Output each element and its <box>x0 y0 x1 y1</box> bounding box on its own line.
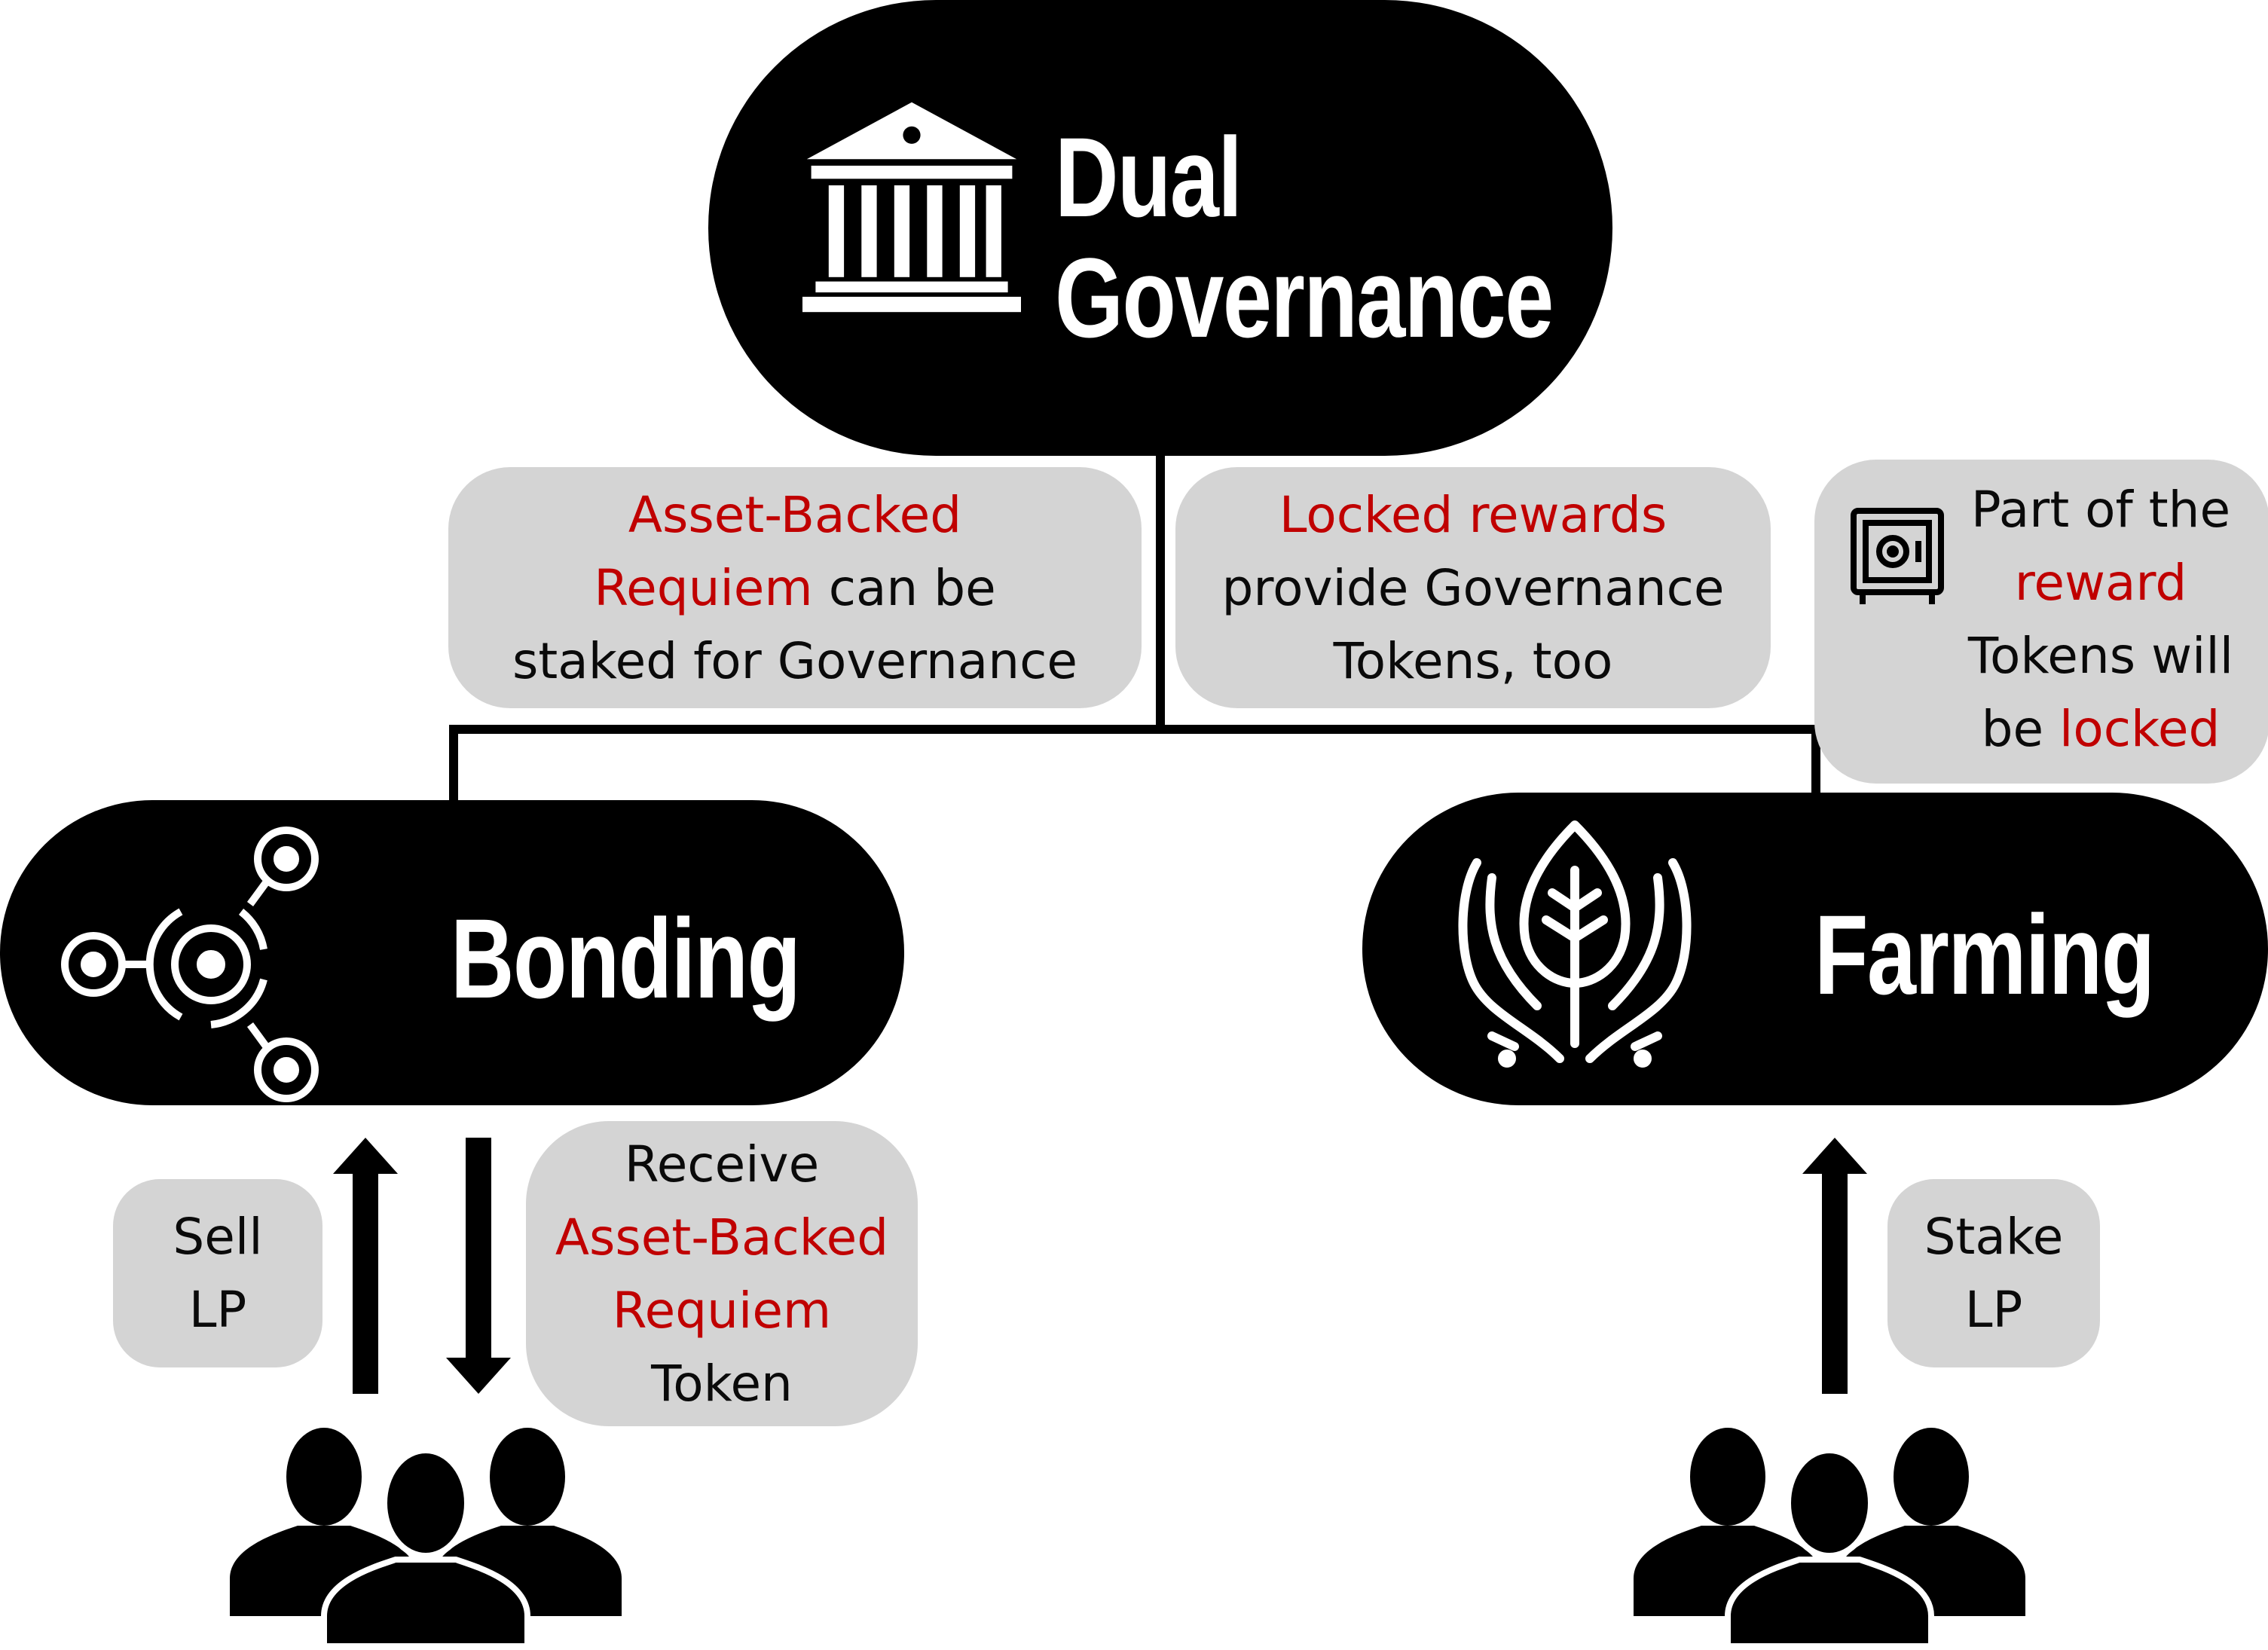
dual-governance-title-line2: Governance <box>1055 234 1554 361</box>
note-sell-lp: Sell LP <box>113 1179 322 1367</box>
users-group-icon-left <box>230 1428 622 1649</box>
note-locked-rewards: Locked rewards provide Governance Tokens… <box>1175 467 1771 708</box>
safe-icon <box>1851 508 1944 604</box>
note-sell-line1: Sell <box>173 1208 263 1266</box>
molecule-network-icon <box>61 827 319 1102</box>
note-receive-text4: Token <box>651 1354 793 1413</box>
dual-governance-node: Dual Governance <box>708 0 1612 456</box>
note-asset-backed-stake: Asset-Backed Requiem can be staked for G… <box>448 467 1142 708</box>
users-group-icon-right <box>1634 1428 2025 1649</box>
note-lock-red4: locked <box>2059 700 2221 758</box>
connector-horizontal <box>449 725 1820 734</box>
note-locked-text3: Tokens, too <box>1333 631 1613 690</box>
connector-trunk <box>1156 452 1165 732</box>
note-lock-text3: Tokens will <box>1967 627 2234 685</box>
arrow-up-stake <box>1802 1138 1867 1394</box>
note-stake-text2: can be <box>812 558 996 617</box>
note-stakelp-line1: Stake <box>1924 1208 2064 1266</box>
hands-leaf-icon <box>1458 820 1692 1068</box>
note-stake-red2: Requiem <box>594 558 813 617</box>
note-stake-lp: Stake LP <box>1887 1179 2100 1367</box>
note-receive-red2: Asset-Backed <box>555 1208 889 1267</box>
bonding-node: Bonding <box>0 800 904 1105</box>
note-receive-token: Receive Asset-Backed Requiem Token <box>526 1121 918 1426</box>
farming-label: Farming <box>1814 891 2155 1018</box>
note-sell-line2: LP <box>188 1281 247 1339</box>
note-lock-text4a: be <box>1981 700 2060 758</box>
bank-building-icon <box>802 102 1021 313</box>
bonding-label: Bonding <box>451 895 801 1022</box>
arrow-up-sell <box>333 1138 398 1394</box>
dual-governance-title-line1: Dual <box>1055 114 1243 240</box>
note-locked-text2: provide Governance <box>1221 558 1725 617</box>
note-locked-red1: Locked rewards <box>1279 485 1667 544</box>
farming-node: Farming <box>1362 793 2268 1105</box>
connector-left-drop <box>449 725 458 805</box>
note-lock-text1: Part of the <box>1970 481 2231 539</box>
note-receive-red3: Requiem <box>612 1281 832 1340</box>
note-lock-red2: reward <box>2014 554 2187 612</box>
note-stake-red1: Asset-Backed <box>628 485 962 544</box>
note-receive-text1: Receive <box>624 1135 820 1193</box>
note-stake-text3: staked for Governance <box>512 631 1077 690</box>
note-reward-lock: Part of the reward Tokens will be locked <box>1814 460 2268 784</box>
note-stakelp-line2: LP <box>1964 1281 2023 1339</box>
arrow-down-receive <box>446 1138 511 1394</box>
